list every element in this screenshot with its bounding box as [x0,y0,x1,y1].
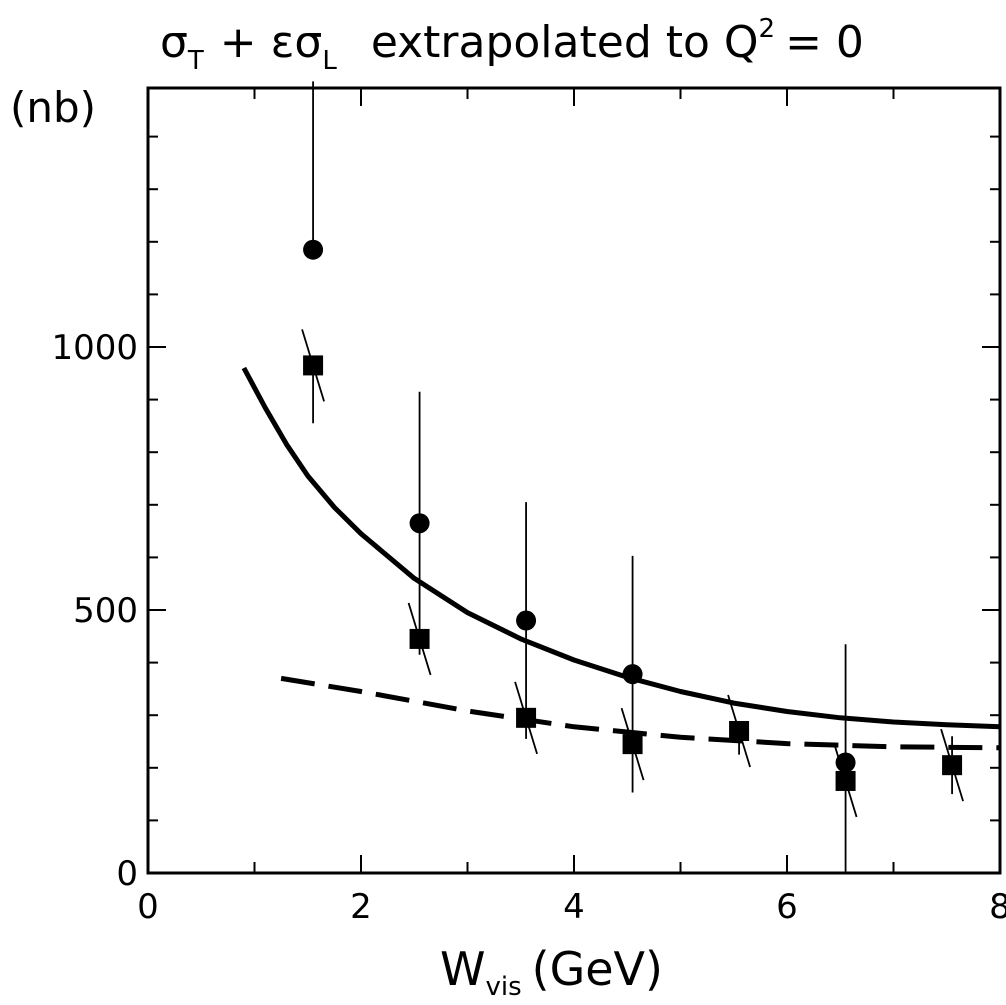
x-label-unit: (GeV) [532,942,663,996]
title-sub-t: T [187,46,204,76]
tick-labels: 0 2 4 6 8 0 500 1000 [51,328,1006,927]
title-sigma-l: σ [294,17,322,68]
square-point [516,707,537,728]
circle-point [516,610,537,631]
title-text: extrapolated to Q [371,17,759,68]
solid-curve [241,366,1001,730]
x-label-main: W [440,942,485,996]
title-eq: = 0 [785,17,864,68]
x-tick-label: 2 [350,887,372,927]
title-sup: 2 [759,14,776,44]
title-plus-eps: + ε [220,17,295,68]
chart-title: σT + εσL extrapolated to Q2 = 0 [160,14,864,76]
y-tick-label: 1000 [51,328,138,368]
square-point [942,755,963,776]
circle-point [622,664,643,685]
square-point [303,355,324,376]
plot-frame [146,86,1002,875]
x-tick-label: 6 [776,887,798,927]
square-point [835,770,856,791]
model-curves [241,366,1001,751]
y-tick-label: 500 [73,591,138,631]
x-tick-label: 0 [137,887,159,927]
title-sub-l: L [322,46,337,76]
y-axis-unit: (nb) [10,83,96,132]
x-tick-label: 4 [563,887,585,927]
x-axis-label: Wvis (GeV) [440,942,663,1002]
square-point [409,628,430,649]
y-tick-label: 0 [116,854,138,894]
x-label-sub: vis [485,972,521,1002]
x-tick-label: 8 [989,887,1006,927]
circle-point [409,513,430,534]
dashed-curve [280,675,1001,751]
axis-ticks [147,88,1001,874]
square-point [622,734,643,755]
circle-point [303,239,324,260]
data-points [301,81,964,873]
square-point [729,720,750,741]
title-sigma-t: σ [160,17,188,68]
